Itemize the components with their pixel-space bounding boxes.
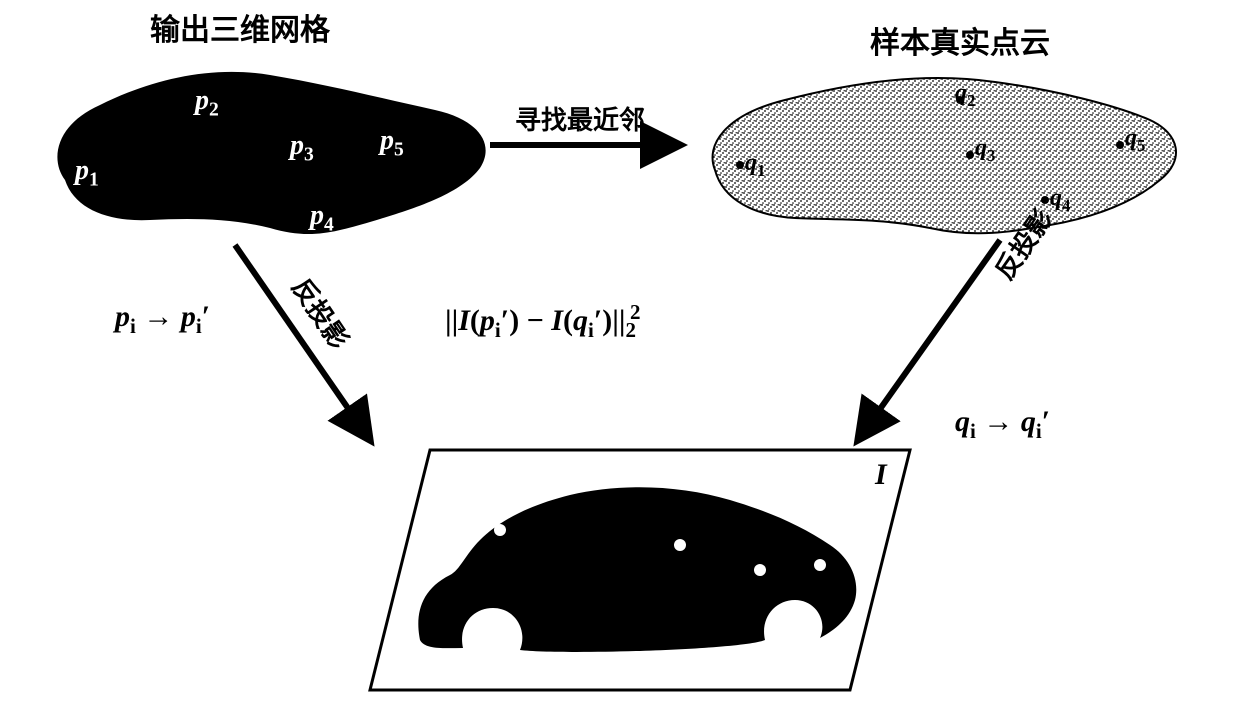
center-formula: ||I(pi′) − I(qi′)||22	[445, 300, 640, 343]
left-mapping: pi → pi′	[115, 300, 210, 339]
right-mapping: qi → qi′	[955, 405, 1050, 444]
arrow-left	[235, 245, 370, 440]
edge-label-top: 寻找最近邻	[515, 100, 645, 137]
diagram-stage: 输出三维网格 样本真实点云 p1 p2 p3 p4 p5	[0, 0, 1239, 711]
image-label-I: I	[875, 458, 887, 492]
bottom-image-plane	[360, 440, 920, 700]
